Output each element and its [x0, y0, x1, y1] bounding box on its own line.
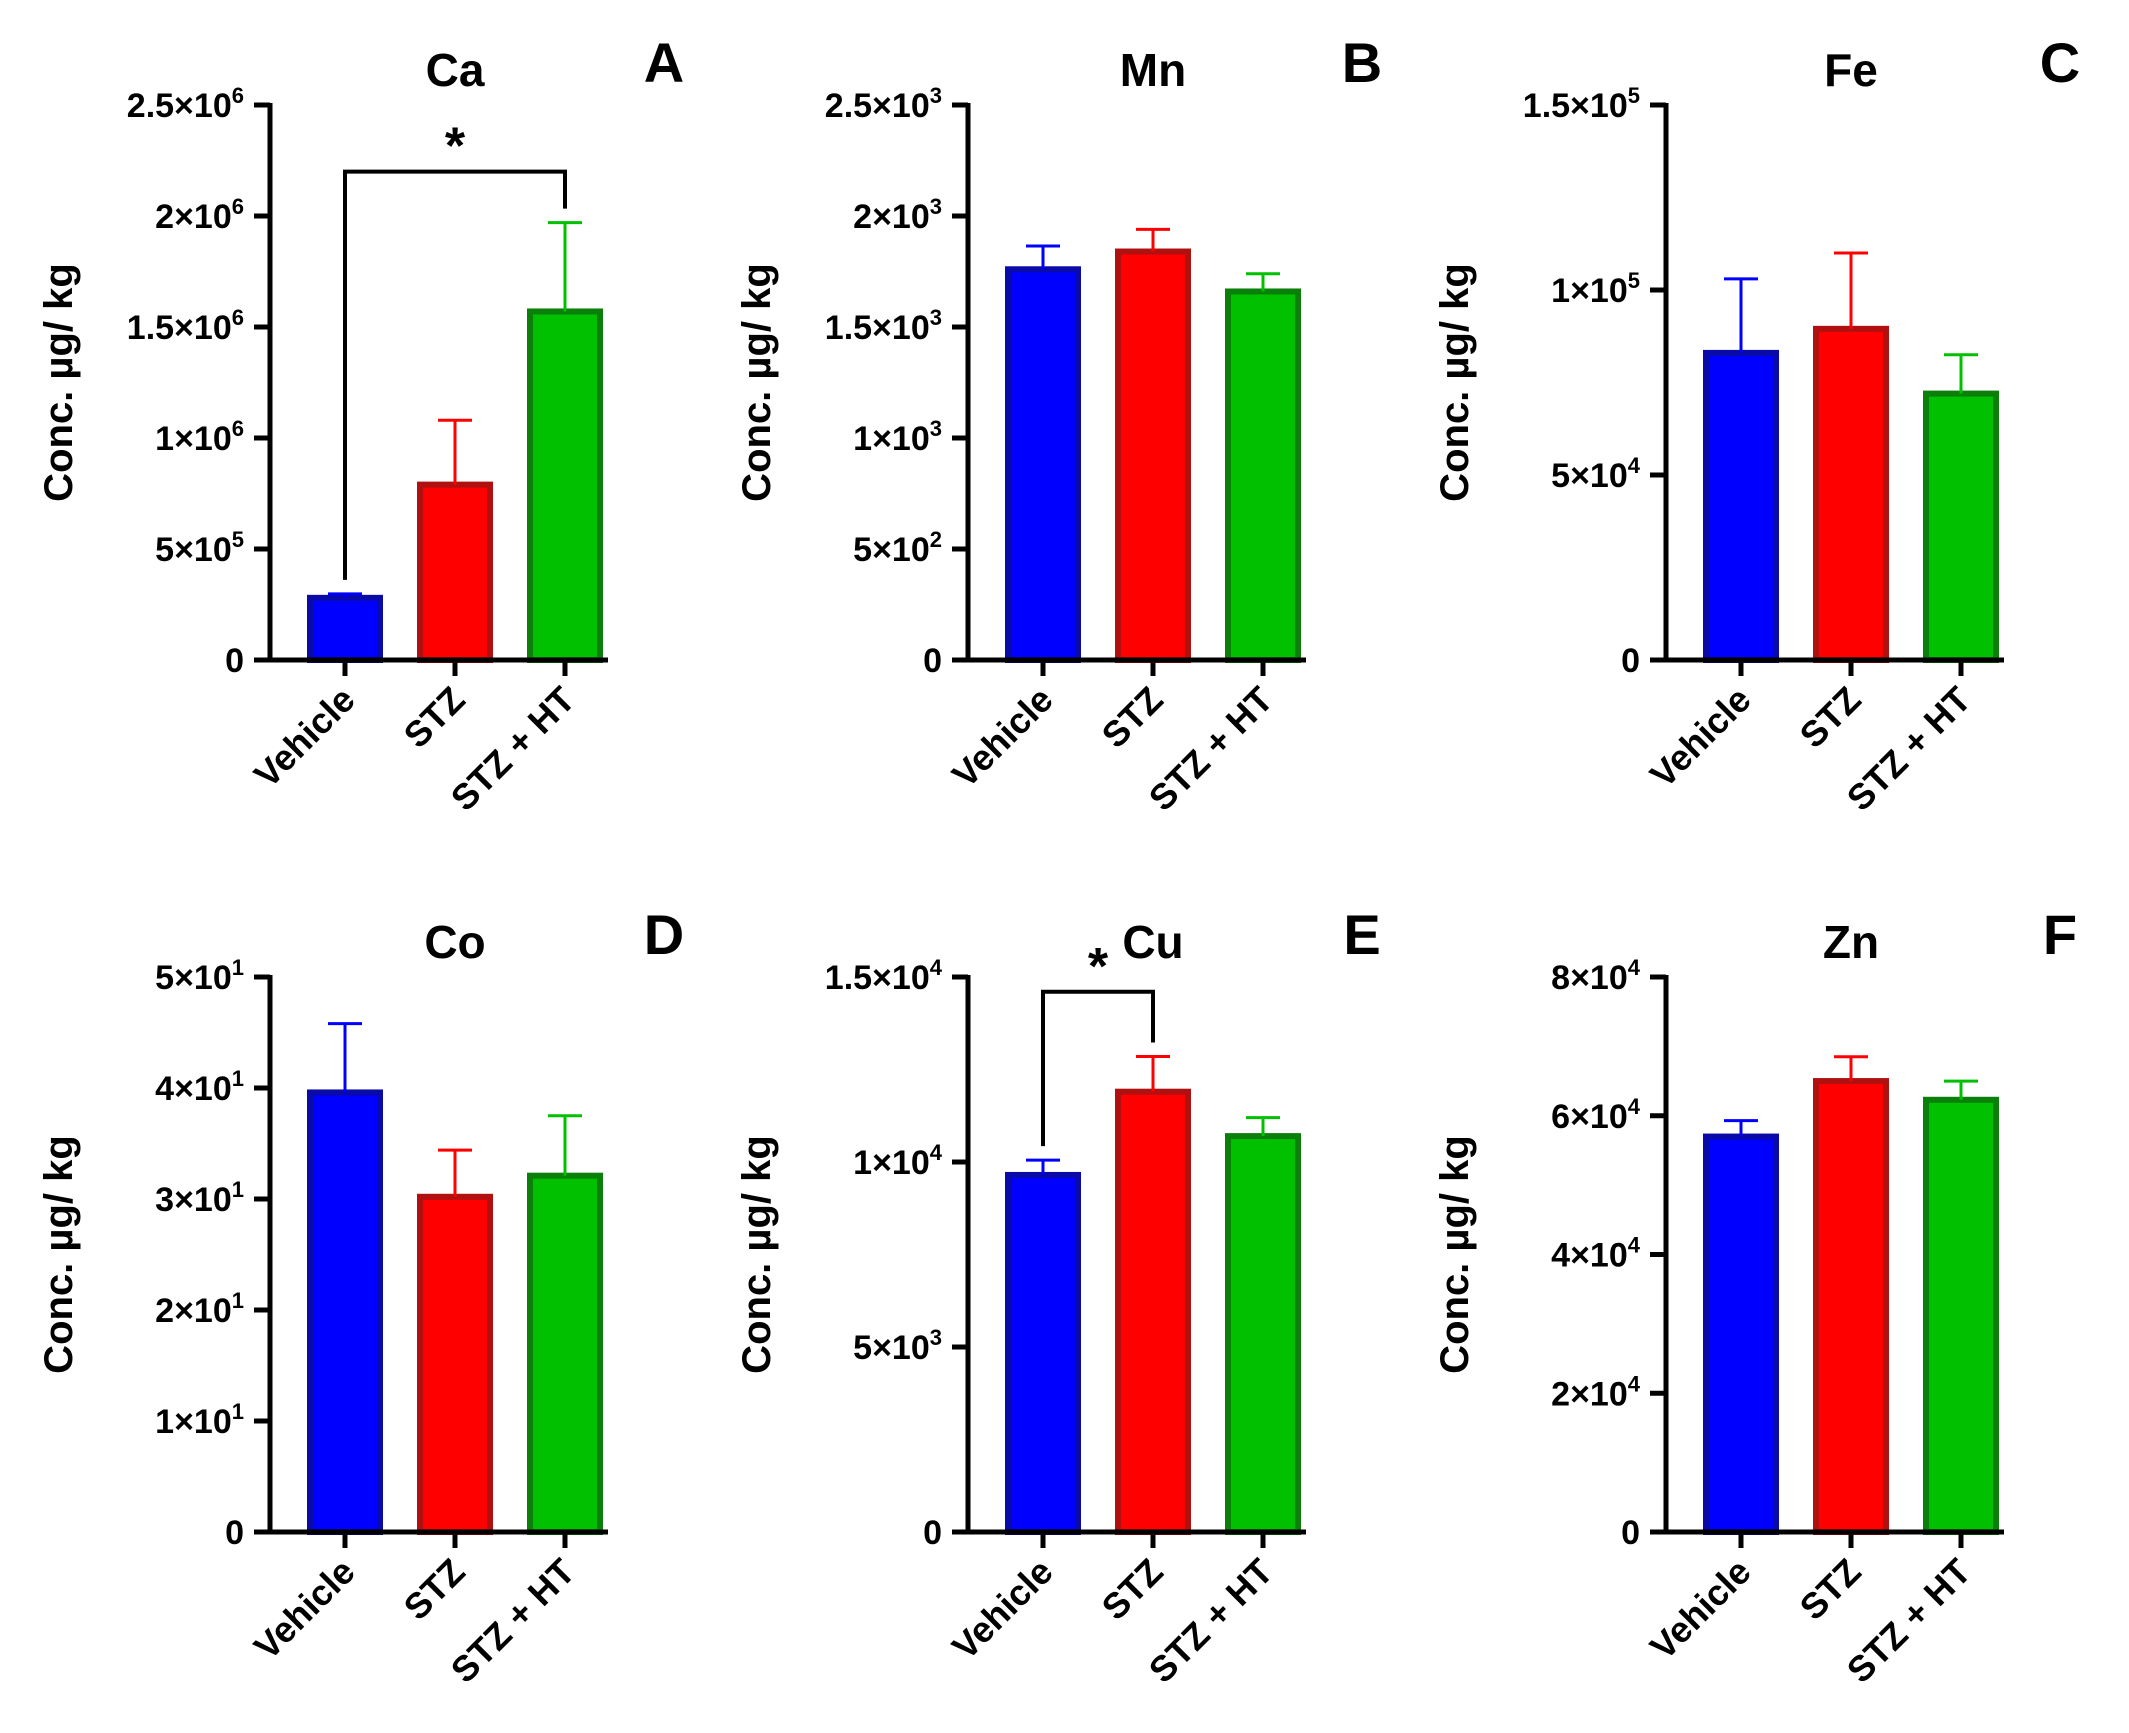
x-category-label: STZ — [396, 1551, 473, 1628]
chart-panel-e: Cu E Conc. µg/ kg 0 5×103 1×104 1.5×104 Vehicle… — [735, 903, 1381, 1691]
bar-stz — [1813, 325, 1889, 663]
y-tick-label: 2×101 — [155, 1288, 244, 1330]
panel-letter: D — [644, 903, 684, 966]
x-category-label: Vehicle — [944, 1551, 1061, 1668]
y-tick-label: 1×104 — [853, 1140, 943, 1182]
y-tick-label: 0 — [1621, 642, 1640, 680]
x-category-label: Vehicle — [246, 679, 363, 796]
chart-title: Cu — [1122, 916, 1183, 968]
bar-stz — [417, 1193, 493, 1535]
bar-stz — [1115, 1088, 1191, 1535]
significance-marker: * — [445, 118, 466, 176]
y-tick-label: 4×104 — [1551, 1233, 1641, 1275]
significance-bracket — [1041, 989, 1155, 1147]
y-axis-label: Conc. µg/ kg — [735, 1135, 779, 1374]
y-tick-label: 1×101 — [155, 1399, 244, 1441]
significance-bracket — [343, 169, 567, 580]
x-category-label: Vehicle — [1642, 1551, 1759, 1668]
x-category-label: STZ — [1792, 1551, 1869, 1628]
bar-vehicle — [1703, 1133, 1779, 1535]
y-tick-label: 1.5×105 — [1523, 83, 1640, 125]
bar-stz-ht — [1923, 1096, 1999, 1535]
x-category-label: Vehicle — [944, 679, 1061, 796]
panel-letter: F — [2043, 903, 2077, 966]
chart-panel-c: Fe C Conc. µg/ kg 0 5×104 1×105 1.5×105 Vehicle… — [1433, 31, 2080, 819]
bar-stz-ht — [527, 1172, 603, 1535]
x-category-label: STZ — [1094, 679, 1171, 756]
bar-vehicle — [1703, 349, 1779, 663]
y-tick-label: 5×103 — [853, 1325, 942, 1367]
bar-stz-ht — [1225, 1133, 1301, 1535]
y-tick-label: 5×102 — [853, 527, 942, 569]
y-tick-label: 0 — [225, 1514, 244, 1552]
y-tick-label: 0 — [225, 642, 244, 680]
y-tick-label: 0 — [923, 642, 942, 680]
y-tick-label: 8×104 — [1551, 955, 1641, 997]
bar-stz — [417, 481, 493, 663]
chart-title: Mn — [1120, 44, 1186, 96]
y-tick-label: 5×104 — [1551, 453, 1641, 495]
chart-panel-f: Zn F Conc. µg/ kg 0 2×104 4×104 6×104 8×104 Vehi… — [1433, 903, 2077, 1691]
bar-vehicle — [1005, 266, 1081, 663]
panel-letter: A — [644, 31, 684, 94]
y-tick-label: 1.5×106 — [127, 305, 244, 347]
y-tick-label: 0 — [923, 1514, 942, 1552]
y-axis-label: Conc. µg/ kg — [735, 263, 779, 502]
y-axis-label: Conc. µg/ kg — [1433, 263, 1477, 502]
y-tick-label: 2.5×106 — [127, 83, 244, 125]
bar-stz-ht — [527, 308, 603, 663]
y-tick-label: 5×105 — [155, 527, 244, 569]
y-tick-label: 0 — [1621, 1514, 1640, 1552]
y-tick-label: 5×101 — [155, 955, 244, 997]
bar-vehicle — [307, 1089, 383, 1535]
bar-vehicle — [1005, 1171, 1081, 1535]
chart-title: Co — [424, 916, 485, 968]
y-axis-label: Conc. µg/ kg — [37, 1135, 81, 1374]
x-category-label: STZ — [1792, 679, 1869, 756]
y-axis-label: Conc. µg/ kg — [37, 263, 81, 502]
bar-stz — [1813, 1078, 1889, 1535]
y-tick-label: 3×101 — [155, 1177, 244, 1219]
panel-letter: B — [1342, 31, 1382, 94]
chart-panel-d: Co D Conc. µg/ kg 0 1×101 2×101 3×101 4×101 5×10… — [37, 903, 684, 1691]
y-tick-label: 1.5×104 — [825, 955, 943, 997]
bar-vehicle — [307, 594, 383, 664]
y-axis-label: Conc. µg/ kg — [1433, 1135, 1477, 1374]
panel-letter: C — [2040, 31, 2080, 94]
significance-marker: * — [1088, 938, 1109, 996]
x-category-label: Vehicle — [1642, 679, 1759, 796]
y-tick-label: 2.5×103 — [825, 83, 942, 125]
bar-stz — [1115, 248, 1191, 664]
panel-letter: E — [1343, 903, 1380, 966]
bar-stz-ht — [1225, 288, 1301, 663]
chart-panel-b: Mn B Conc. µg/ kg 0 5×102 1×103 1.5×103 2×103 2.… — [735, 31, 1382, 819]
chart-title: Zn — [1823, 916, 1879, 968]
bar-stz-ht — [1923, 390, 1999, 663]
x-category-label: Vehicle — [246, 1551, 363, 1668]
y-tick-label: 2×104 — [1551, 1371, 1641, 1413]
y-tick-label: 1×105 — [1551, 268, 1640, 310]
y-tick-label: 6×104 — [1551, 1094, 1641, 1136]
chart-panel-a: Ca A Conc. µg/ kg 0 5×105 1×106 1.5×106 2×106 2.… — [37, 31, 684, 819]
x-category-label: STZ — [1094, 1551, 1171, 1628]
y-tick-label: 2×103 — [853, 194, 942, 236]
y-tick-label: 1×106 — [155, 416, 244, 458]
y-tick-label: 1.5×103 — [825, 305, 942, 347]
y-tick-label: 4×101 — [155, 1066, 244, 1108]
chart-title: Ca — [426, 44, 485, 96]
chart-title: Fe — [1824, 44, 1878, 96]
x-category-label: STZ — [396, 679, 473, 756]
y-tick-label: 1×103 — [853, 416, 942, 458]
y-tick-label: 2×106 — [155, 194, 244, 236]
